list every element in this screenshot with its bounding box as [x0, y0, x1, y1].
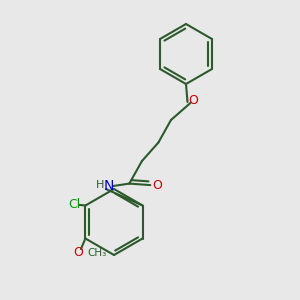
Text: O: O — [188, 94, 198, 107]
Text: O: O — [152, 178, 162, 192]
Text: O: O — [73, 245, 83, 259]
Text: H: H — [96, 179, 105, 190]
Text: Cl: Cl — [68, 198, 80, 212]
Text: CH₃: CH₃ — [88, 248, 107, 259]
Text: N: N — [104, 179, 114, 193]
